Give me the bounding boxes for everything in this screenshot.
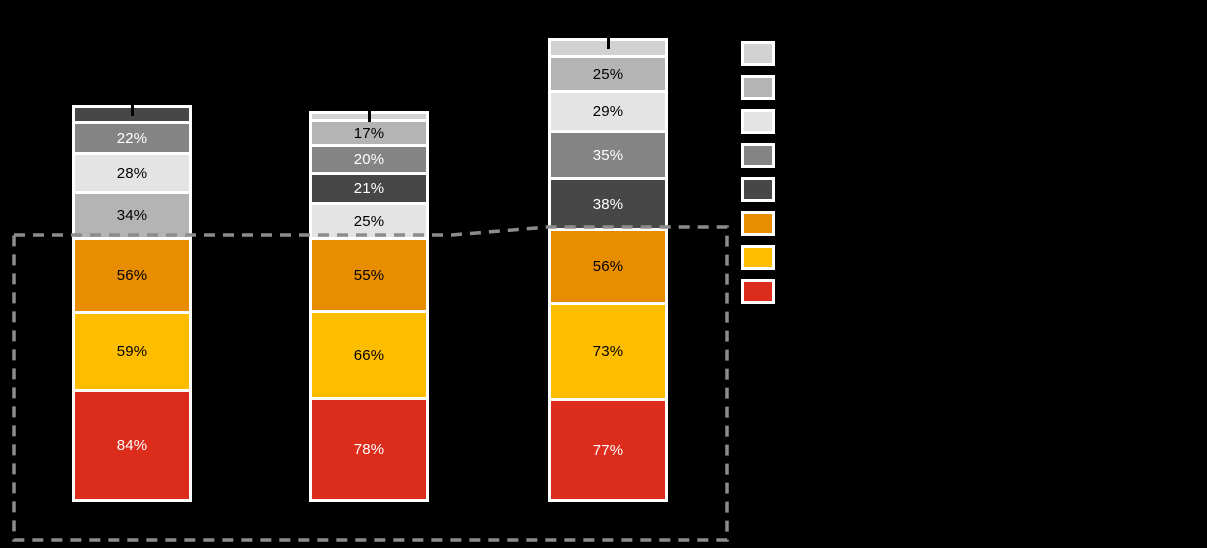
bar-segment: 66% — [309, 310, 429, 400]
bar-segment-label: 34% — [116, 207, 148, 224]
stacked-bar: 22% 28% 34% 56% 59% 84% — [72, 94, 192, 502]
bar-segment-label: 55% — [353, 266, 385, 284]
bar-segment: 17% — [309, 119, 429, 147]
bar-segment: 77% — [548, 398, 668, 502]
legend-item — [741, 143, 775, 168]
bar-segment: 29% — [548, 90, 668, 133]
legend-item — [741, 41, 775, 66]
legend-swatch — [741, 75, 775, 100]
bar-segment-label: 38% — [592, 195, 624, 213]
bar-segment: 20% — [309, 144, 429, 175]
bar-segment-label: 73% — [592, 343, 624, 360]
bar-segment: 25% — [309, 202, 429, 240]
bar-segment-label: 77% — [592, 441, 624, 459]
bar-top-tick-mark — [130, 94, 134, 116]
bar-segment: 22% — [72, 121, 192, 155]
bar-segment-label: 59% — [116, 343, 148, 360]
bar-segment: 59% — [72, 311, 192, 392]
bar-top-tick-mark — [367, 100, 371, 122]
legend-item — [741, 279, 775, 304]
bar-segment: 28% — [72, 152, 192, 194]
bar-segment: 38% — [548, 177, 668, 231]
bar-segment-label: 25% — [353, 212, 385, 230]
bar-segment-label: 25% — [592, 65, 624, 83]
legend-swatch — [741, 143, 775, 168]
bar-segment: 35% — [548, 130, 668, 180]
bar-segment-label: 66% — [353, 346, 385, 364]
legend-swatch — [741, 177, 775, 202]
legend-swatch — [741, 211, 775, 236]
bar-segment: 34% — [72, 191, 192, 240]
legend-swatch — [741, 279, 775, 304]
bar-segment: 73% — [548, 302, 668, 401]
legend-swatch — [741, 109, 775, 134]
bar-segment-label: 28% — [116, 164, 148, 182]
bar-segment: 56% — [548, 228, 668, 305]
bar-segment: 21% — [309, 172, 429, 205]
bar-segment-label: 17% — [353, 124, 385, 142]
legend-swatch — [741, 245, 775, 270]
bar-segment-label: 35% — [592, 146, 624, 164]
legend-item — [741, 177, 775, 202]
bar-segment-label: 20% — [353, 151, 385, 168]
legend-item — [741, 211, 775, 236]
legend — [741, 41, 775, 304]
bar-segment-label: 56% — [592, 258, 624, 275]
bar-segment-label: 29% — [592, 103, 624, 120]
bar-segment: 25% — [548, 55, 668, 93]
legend-swatch — [741, 41, 775, 66]
stacked-bar: 17% 20% 21% 25% 55% 66% 78% — [309, 100, 429, 502]
bar-segment-label: 21% — [353, 180, 385, 197]
legend-item — [741, 245, 775, 270]
bar-segment: 56% — [72, 237, 192, 314]
bar-segment: 55% — [309, 237, 429, 313]
bar-segment-label: 56% — [116, 267, 148, 284]
bar-segment-label: 84% — [116, 437, 148, 454]
bar-segment: 84% — [72, 389, 192, 502]
legend-item — [741, 75, 775, 100]
bar-segment: 78% — [309, 397, 429, 502]
bar-segment-label: 22% — [116, 129, 148, 147]
legend-item — [741, 109, 775, 134]
bar-segment-label: 78% — [353, 441, 385, 458]
bar-top-tick-mark — [606, 27, 610, 49]
stacked-bar: 25% 29% 35% 38% 56% 73% 77% — [548, 27, 668, 502]
